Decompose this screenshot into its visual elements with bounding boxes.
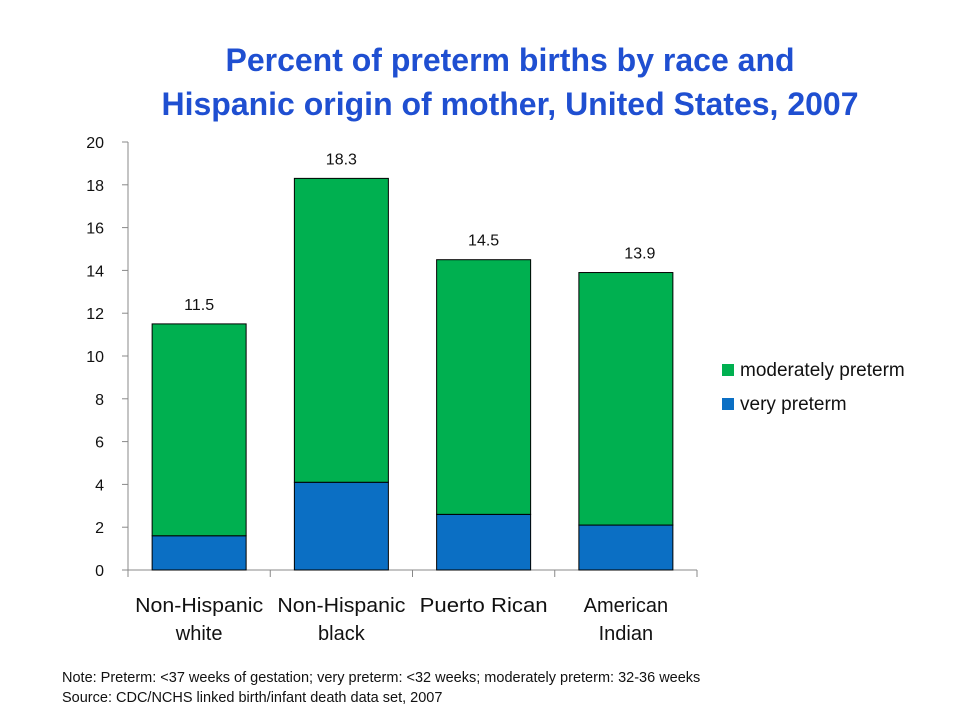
x-category-label: white: [175, 623, 223, 645]
footnote: Note: Preterm: <37 weeks of gestation; v…: [62, 668, 700, 708]
x-category-label: Non-Hispanic: [277, 595, 405, 617]
chart-title: Percent of preterm births by race and Hi…: [0, 38, 960, 126]
y-tick-label: 10: [86, 349, 104, 366]
y-tick-label: 0: [95, 563, 104, 580]
y-tick-label: 18: [86, 178, 104, 195]
y-tick-label: 16: [86, 221, 104, 238]
y-tick-label: 20: [86, 135, 104, 152]
x-category-label: Non-Hispanic: [135, 595, 263, 617]
bar-moderately-preterm: [151, 323, 247, 537]
y-tick-label: 2: [95, 520, 104, 537]
y-tick-label: 12: [86, 306, 104, 323]
data-label: 13.9: [624, 246, 655, 263]
footnote-note: Note: Preterm: <37 weeks of gestation; v…: [62, 670, 701, 686]
bar-very-preterm: [293, 481, 389, 571]
legend-swatch: [722, 364, 734, 376]
legend-label: very preterm: [740, 394, 847, 415]
x-category-label: black: [318, 623, 366, 645]
data-label: 14.5: [468, 233, 499, 250]
chart-title-line-1: Percent of preterm births by race and: [225, 42, 795, 78]
bar-very-preterm: [436, 513, 532, 571]
x-category-label: Puerto Rican: [420, 595, 548, 617]
y-tick-label: 14: [86, 263, 104, 280]
footnote-source: Source: CDC/NCHS linked birth/infant dea…: [62, 690, 443, 706]
legend-swatch: [722, 398, 734, 410]
y-tick-label: 4: [95, 477, 104, 494]
bar-moderately-preterm: [578, 272, 674, 526]
y-tick-label: 8: [95, 392, 104, 409]
bar-moderately-preterm: [436, 259, 532, 515]
bar-very-preterm: [578, 524, 674, 571]
stacked-bar-chart: 0 2 4 6 8 10 12 14 16 18 20 11.5 Non-Hispanic white 18…: [86, 135, 905, 645]
bar-very-preterm: [151, 535, 247, 571]
legend-label: moderately preterm: [740, 360, 905, 381]
x-category-label: Indian: [599, 623, 654, 645]
data-label: 11.5: [184, 297, 214, 314]
bar-moderately-preterm: [293, 177, 389, 483]
data-label: 18.3: [326, 151, 357, 168]
y-tick-label: 6: [95, 435, 104, 452]
chart-title-line-2: Hispanic origin of mother, United States…: [161, 86, 859, 122]
x-category-label: American: [584, 595, 668, 617]
